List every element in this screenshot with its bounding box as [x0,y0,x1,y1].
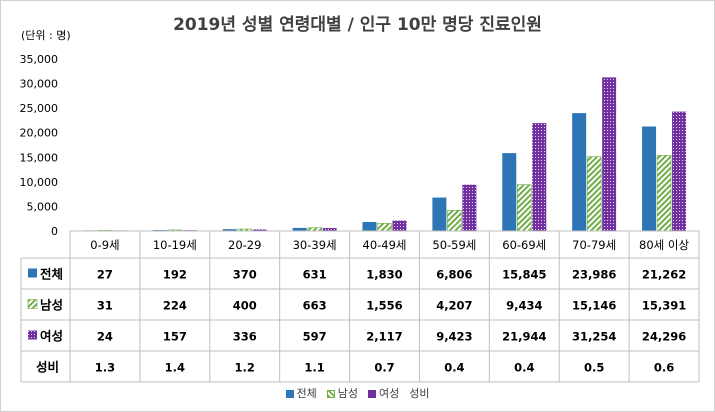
bar-male [377,223,392,232]
bar-female [672,111,687,231]
bar-total [222,229,237,231]
category-label: 40-49세 [363,238,407,252]
bar-total [642,126,657,231]
data-label-male: 31 [97,299,113,313]
y-tick-label: 0 [51,225,58,238]
y-tick-label: 20,000 [20,127,59,140]
legend-key-male [27,299,38,309]
legend: 전체 남성 여성 성비 [0,385,715,401]
bar-female [392,220,407,231]
y-tick-label: 10,000 [20,176,59,189]
data-label-male: 15,146 [572,299,616,313]
category-label: 60-69세 [502,238,546,252]
row-header-male: 남성 [40,298,63,313]
bar-male [656,155,672,232]
legend-item-ratio: 성비 [409,385,429,401]
data-label-ratio: 0.5 [584,361,604,375]
data-label-male: 663 [303,299,327,313]
data-label-male: 4,207 [436,299,472,313]
bar-total [362,222,377,231]
bar-total [572,113,587,231]
data-label-female: 21,944 [502,330,546,344]
y-tick-label: 30,000 [20,78,59,91]
legend-label-ratio: 성비 [409,387,430,400]
category-label: 30-39세 [293,238,337,252]
bar-female [532,123,547,231]
y-tick-label: 15,000 [20,151,59,164]
data-label-ratio: 0.4 [514,361,534,375]
chart-title: 2019년 성별 연령대별 / 인구 10만 명당 진료인원 [173,15,542,35]
row-header-female: 여성 [40,329,63,344]
bar-total [502,153,517,231]
legend-swatch-total [285,390,294,398]
category-label: 80세 이상 [639,238,689,252]
bar-female [462,184,477,231]
bar-male [447,210,462,232]
data-label-total: 21,262 [642,268,686,282]
data-label-ratio: 1.3 [95,361,115,375]
data-label-total: 6,806 [436,268,472,282]
bar-female [322,228,337,231]
data-label-ratio: 1.2 [235,361,255,375]
data-label-female: 157 [163,330,187,344]
data-label-female: 336 [233,330,257,344]
data-label-ratio: 0.7 [374,361,394,375]
y-tick-label: 25,000 [20,102,59,115]
data-label-male: 224 [163,299,187,313]
category-label: 50-59세 [432,238,476,252]
data-label-female: 31,254 [572,330,616,344]
data-label-total: 1,830 [366,268,402,282]
legend-label-female: 여성 [379,387,400,400]
bar-male [586,156,602,232]
legend-key-female [28,330,37,340]
row-header-total: 전체 [40,267,63,282]
legend-item-female: 여성 [368,385,399,401]
unit-label: (단위 : 명) [21,29,71,42]
bar-total [292,227,307,231]
data-label-ratio: 0.4 [444,361,464,375]
data-label-total: 23,986 [572,268,616,282]
data-label-female: 597 [303,330,327,344]
data-label-ratio: 1.4 [165,361,185,375]
category-label: 10-19세 [153,238,197,252]
data-label-total: 631 [303,268,327,282]
bar-female [252,229,267,231]
legend-swatch-female [368,390,376,398]
bar-male [516,184,532,232]
data-label-ratio: 1.1 [304,361,324,375]
row-header-ratio: 성비 [36,360,59,375]
data-label-female: 24,296 [642,330,686,344]
legend-label-total: 전체 [296,387,317,400]
data-label-total: 15,845 [502,268,546,282]
legend-label-male: 남성 [337,387,358,400]
legend-key-total [28,268,37,278]
category-label: 0-9세 [90,238,119,252]
data-label-male: 1,556 [366,299,402,313]
data-label-female: 9,423 [436,330,472,344]
data-label-total: 27 [97,268,113,282]
legend-item-male: 남성 [326,385,358,401]
category-label: 20-29 [228,238,261,252]
category-label: 70-79세 [572,238,616,252]
data-label-female: 24 [97,330,113,344]
data-label-ratio: 0.6 [654,361,674,375]
y-tick-label: 5,000 [27,200,59,213]
y-tick-label: 35,000 [20,53,59,66]
data-label-male: 9,434 [506,299,542,313]
data-label-total: 370 [233,268,257,282]
bar-female [602,77,617,232]
bar-total [432,197,447,231]
legend-item-total: 전체 [285,385,317,401]
data-label-total: 192 [163,268,187,282]
data-label-female: 2,117 [366,330,402,344]
data-label-male: 15,391 [642,299,686,313]
data-label-male: 400 [233,299,257,313]
legend-swatch-male [326,390,335,398]
